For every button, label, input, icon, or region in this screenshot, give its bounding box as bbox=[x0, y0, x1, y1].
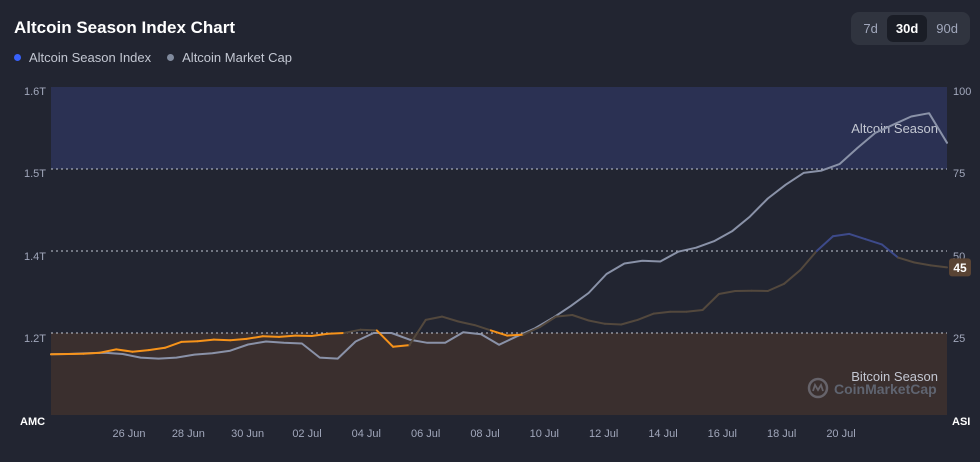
altcoin-season-index-segment bbox=[717, 290, 737, 295]
altcoin-season-index-segment bbox=[473, 324, 492, 332]
bitcoin-season-label: Bitcoin Season bbox=[851, 369, 938, 384]
altcoin-season-index-segment bbox=[652, 310, 672, 315]
altcoin-season-index-segment bbox=[815, 235, 834, 252]
legend-label: Altcoin Market Cap bbox=[182, 50, 292, 65]
altcoin-season-index-segment bbox=[587, 319, 606, 325]
bitcoin-season-band bbox=[51, 333, 947, 415]
watermark-text: CoinMarketCap bbox=[834, 381, 937, 397]
altcoin-season-index-segment bbox=[685, 309, 704, 313]
altcoin-season-index-segment bbox=[278, 334, 297, 338]
x-tick-label: 06 Jul bbox=[411, 428, 440, 440]
altcoin-season-index-segment bbox=[212, 338, 232, 342]
time-range-selector: 7d 30d 90d bbox=[851, 12, 970, 45]
altcoin-season-index-segment bbox=[620, 318, 639, 326]
altcoin-season-index-segment bbox=[832, 232, 851, 238]
altcoin-season-index-segment bbox=[522, 326, 541, 336]
altcoin-season-index-segment bbox=[555, 314, 574, 318]
x-tick-label: 10 Jul bbox=[530, 428, 559, 440]
current-value-badge: 45 bbox=[949, 258, 971, 277]
x-tick-label: 28 Jun bbox=[172, 428, 205, 440]
altcoin-season-index-segment bbox=[164, 340, 183, 349]
chart-title: Altcoin Season Index Chart bbox=[14, 18, 236, 37]
right-tick-25: 25 bbox=[953, 333, 965, 345]
x-tick-label: 26 Jun bbox=[112, 428, 145, 440]
altcoin-season-index-segment bbox=[408, 318, 427, 347]
altcoin-season-index-segment bbox=[571, 314, 590, 322]
chart-legend: Altcoin Season Index Altcoin Market Cap bbox=[14, 50, 292, 65]
altcoin-season-index-segment bbox=[229, 337, 248, 342]
x-tick-label: 02 Jul bbox=[292, 428, 321, 440]
left-axis-name: AMC bbox=[20, 416, 45, 428]
altcoin-season-index-segment bbox=[326, 332, 346, 335]
altcoin-season-index-segment bbox=[603, 322, 623, 326]
left-tick-4: 1.2T bbox=[24, 333, 46, 345]
range-7d-button[interactable]: 7d bbox=[854, 15, 886, 42]
right-axis-name: ASI bbox=[952, 416, 970, 428]
altcoin-season-index-segment bbox=[441, 315, 460, 323]
altcoin-season-index-segment bbox=[457, 320, 476, 327]
altcoin-season-index-segment bbox=[701, 293, 720, 311]
altcoin-season-index-segment bbox=[766, 282, 786, 292]
legend-label: Altcoin Season Index bbox=[29, 50, 152, 65]
altcoin-season-index-segment bbox=[115, 348, 134, 353]
altcoin-season-index-segment bbox=[538, 315, 557, 329]
altcoin-season-index-segment bbox=[848, 232, 867, 241]
x-tick-label: 14 Jul bbox=[648, 428, 677, 440]
altcoin-season-index-segment bbox=[506, 333, 525, 337]
range-30d-button[interactable]: 30d bbox=[886, 15, 928, 42]
altcoin-season-index-segment bbox=[929, 264, 948, 269]
range-90d-button[interactable]: 90d bbox=[927, 15, 967, 42]
altcoin-season-index-segment bbox=[913, 261, 932, 267]
altcoin-season-index-segment bbox=[261, 335, 281, 338]
legend-item-altcoin-market-cap[interactable]: Altcoin Market Cap bbox=[167, 50, 292, 65]
left-tick-2: 1.5T bbox=[24, 168, 46, 180]
coinmarketcap-logo-icon bbox=[807, 377, 829, 399]
altcoin-season-index-segment bbox=[799, 250, 818, 271]
altcoin-season-index-segment bbox=[131, 349, 150, 353]
altcoin-season-index-segment bbox=[82, 351, 101, 355]
x-tick-label: 04 Jul bbox=[352, 428, 381, 440]
x-tick-label: 08 Jul bbox=[470, 428, 499, 440]
altcoin-season-index-segment bbox=[359, 328, 378, 332]
altcoin-season-label: Altcoin Season bbox=[851, 121, 938, 136]
x-tick-label: 20 Jul bbox=[826, 428, 855, 440]
left-tick-1: 1.6T bbox=[24, 86, 46, 98]
altcoin-season-index-segment bbox=[343, 328, 362, 334]
right-tick-75: 75 bbox=[953, 168, 965, 180]
legend-dot-gray-icon bbox=[167, 54, 175, 61]
altcoin-season-index-segment bbox=[880, 243, 900, 259]
left-tick-3: 1.4T bbox=[24, 251, 46, 263]
legend-item-altcoin-season-index[interactable]: Altcoin Season Index bbox=[14, 50, 151, 65]
altcoin-season-index-segment bbox=[636, 312, 655, 321]
altcoin-season-index-segment bbox=[245, 335, 264, 340]
x-tick-label: 16 Jul bbox=[708, 428, 737, 440]
altcoin-season-band bbox=[51, 87, 947, 169]
altcoin-season-index-segment bbox=[897, 256, 916, 264]
x-axis-labels: 26 Jun 28 Jun 30 Jun 02 Jul 04 Jul 06 Jul 08 J… bbox=[112, 428, 855, 440]
altcoin-season-index-segment bbox=[489, 329, 509, 337]
current-value-badge-bg bbox=[949, 258, 971, 277]
altcoin-season-index-segment bbox=[424, 315, 443, 321]
current-value-text: 45 bbox=[953, 261, 967, 275]
right-tick-100: 100 bbox=[953, 86, 971, 98]
series-layer: 45 bbox=[50, 112, 971, 360]
altcoin-season-index-segment bbox=[310, 332, 329, 337]
altcoin-season-index-segment bbox=[392, 344, 411, 348]
legend-dot-blue-icon bbox=[14, 54, 21, 61]
x-tick-label: 30 Jun bbox=[231, 428, 264, 440]
altcoin-season-index-segment bbox=[375, 329, 395, 348]
altcoin-season-index-segment bbox=[147, 346, 166, 352]
x-tick-label: 18 Jul bbox=[767, 428, 796, 440]
altcoin-season-index-segment bbox=[180, 340, 199, 343]
altcoin-season-index-segment bbox=[98, 348, 118, 354]
altcoin-season-index-segment bbox=[783, 269, 802, 285]
x-tick-label: 12 Jul bbox=[589, 428, 618, 440]
altcoin-season-index-segment bbox=[196, 338, 215, 343]
altcoin-season-index-segment bbox=[864, 238, 883, 246]
altcoin-market-cap-line bbox=[50, 112, 948, 360]
